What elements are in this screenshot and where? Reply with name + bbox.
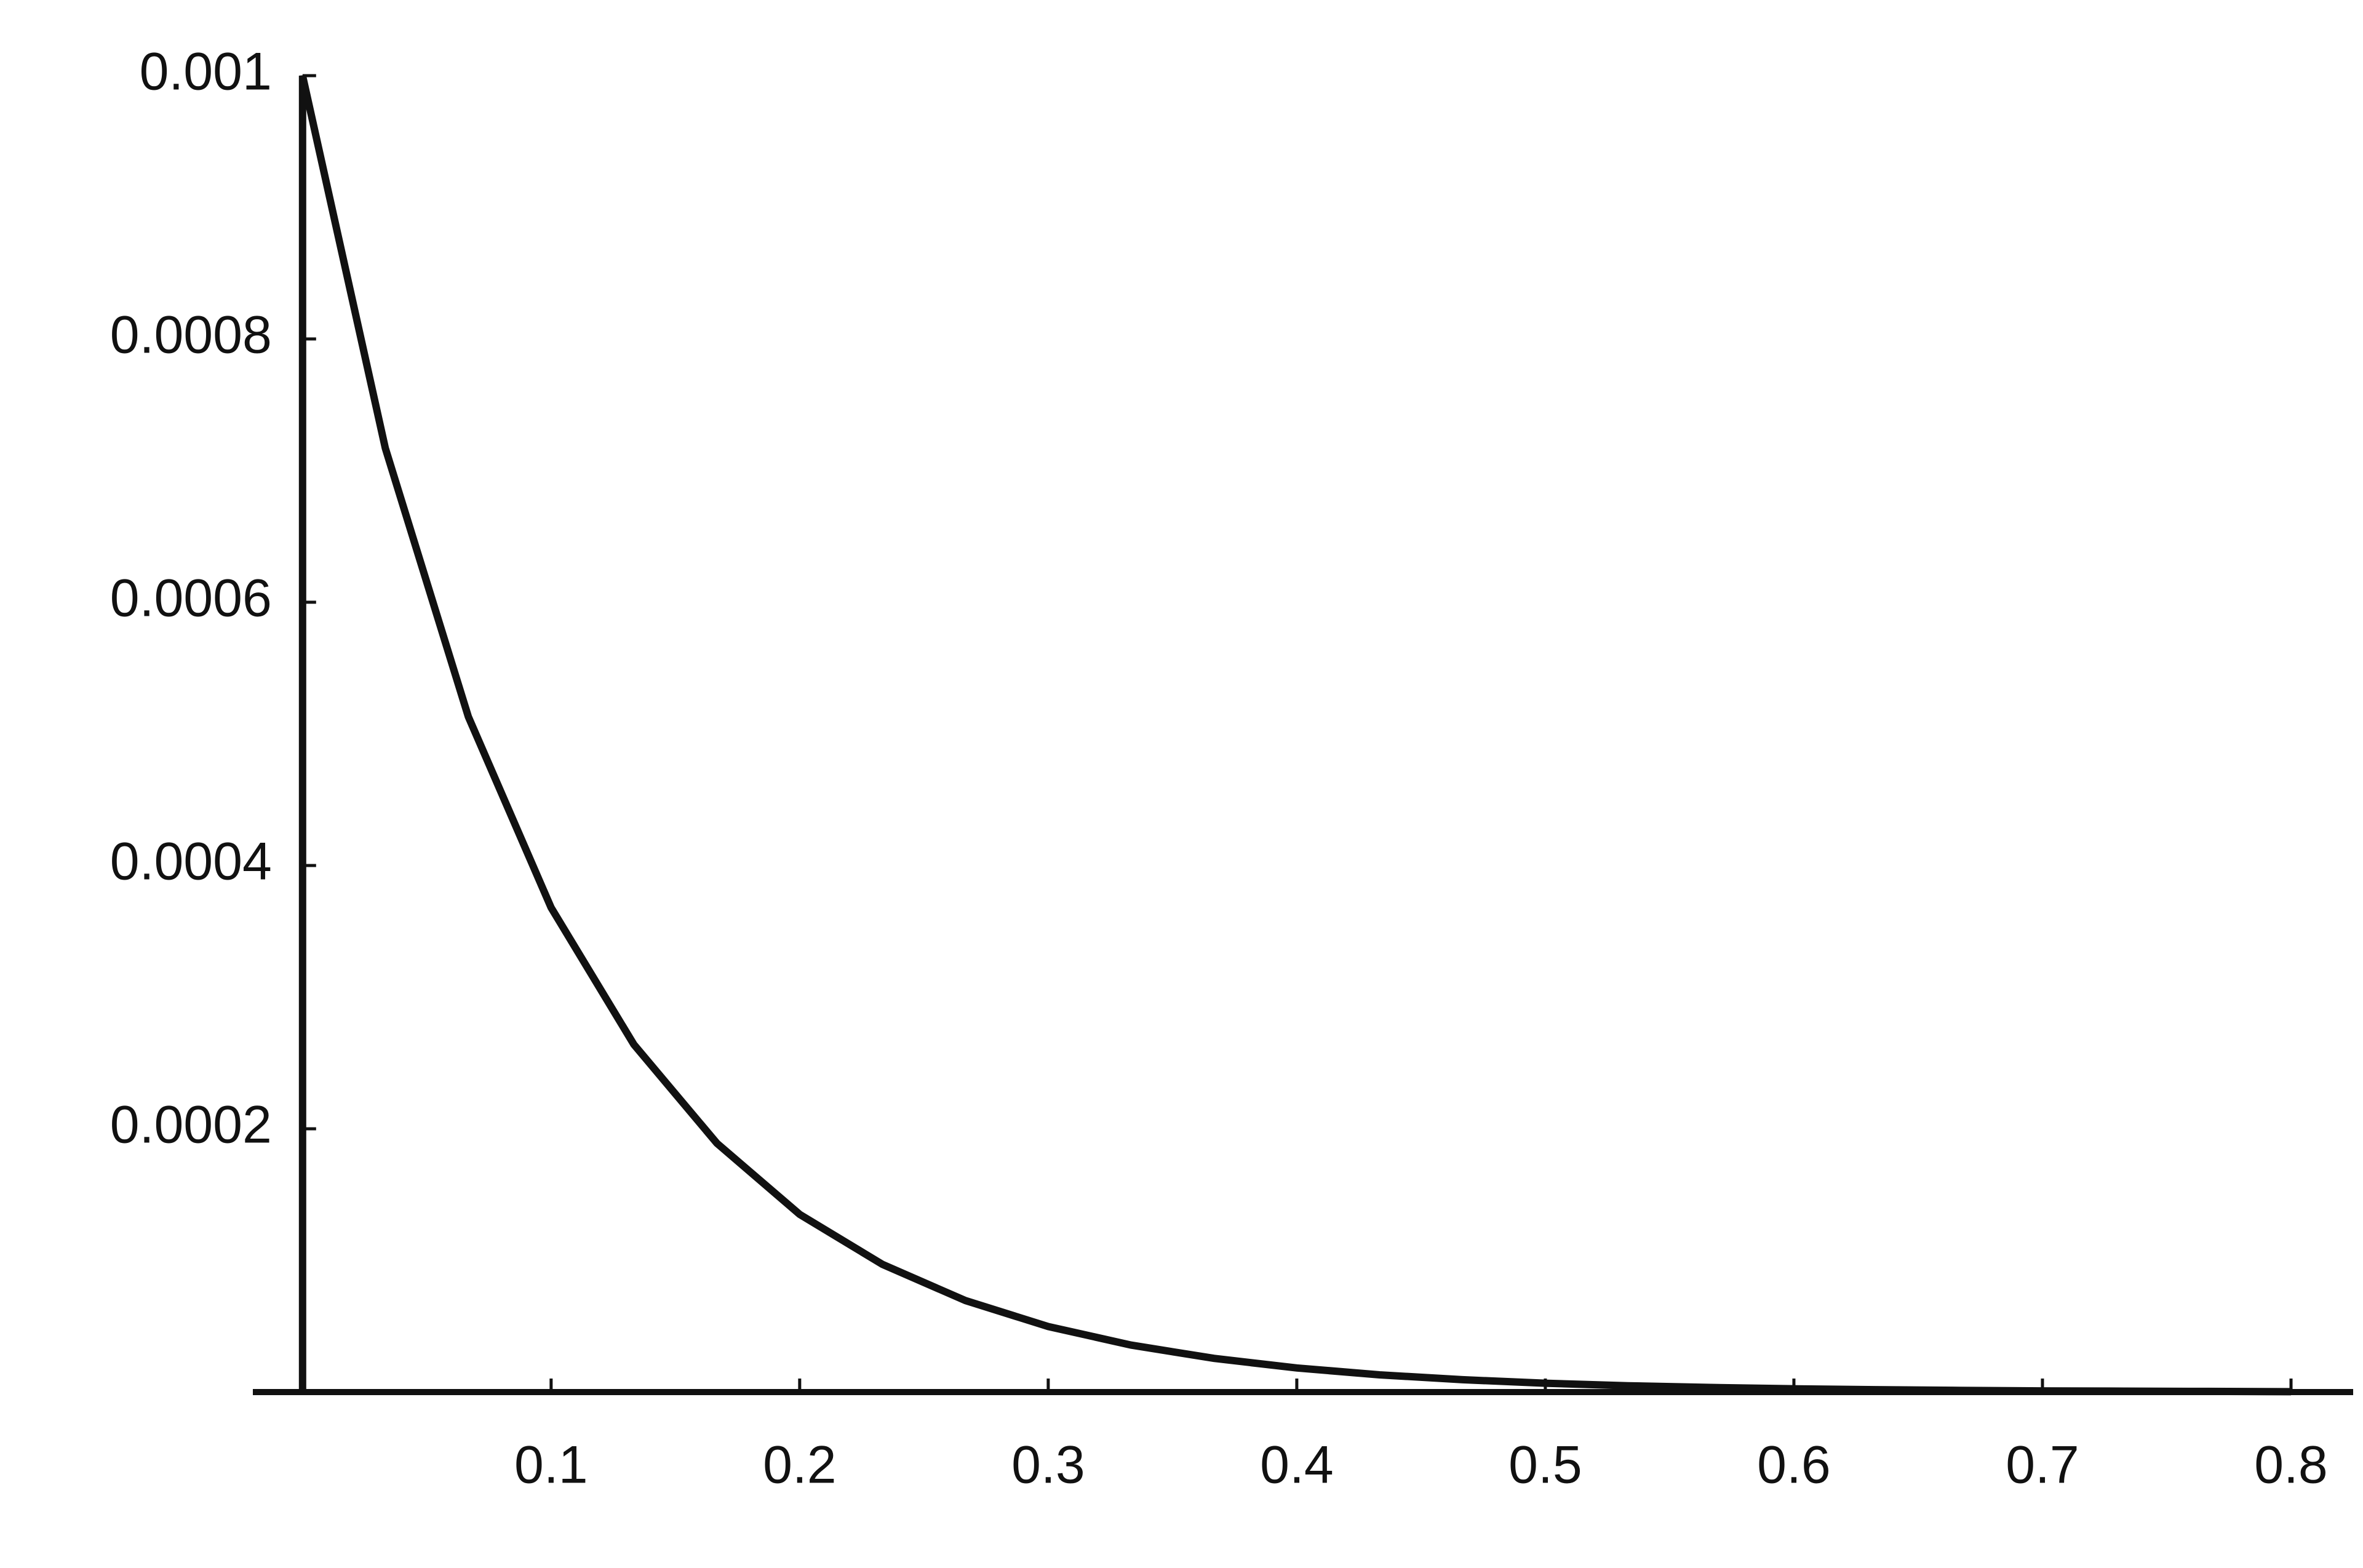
x-tick-label: 0.4 bbox=[1260, 1436, 1334, 1495]
x-tick-label: 0.3 bbox=[1011, 1436, 1085, 1495]
x-tick-label: 0.8 bbox=[2254, 1436, 2328, 1495]
x-tick-label: 0.5 bbox=[1508, 1436, 1582, 1495]
y-tick-label: 0.001 bbox=[140, 42, 272, 101]
y-tick-label: 0.0008 bbox=[110, 306, 272, 365]
y-tick-label: 0.0004 bbox=[110, 832, 272, 891]
x-tick-label: 0.7 bbox=[2006, 1436, 2079, 1495]
y-tick-label: 0.0006 bbox=[110, 569, 272, 628]
data-line bbox=[298, 74, 2292, 1396]
x-tick-label: 0.1 bbox=[514, 1436, 588, 1495]
x-tick-label: 0.6 bbox=[1757, 1436, 1831, 1495]
x-tick-label: 0.2 bbox=[763, 1436, 837, 1495]
y-tick-label: 0.0002 bbox=[110, 1096, 272, 1155]
